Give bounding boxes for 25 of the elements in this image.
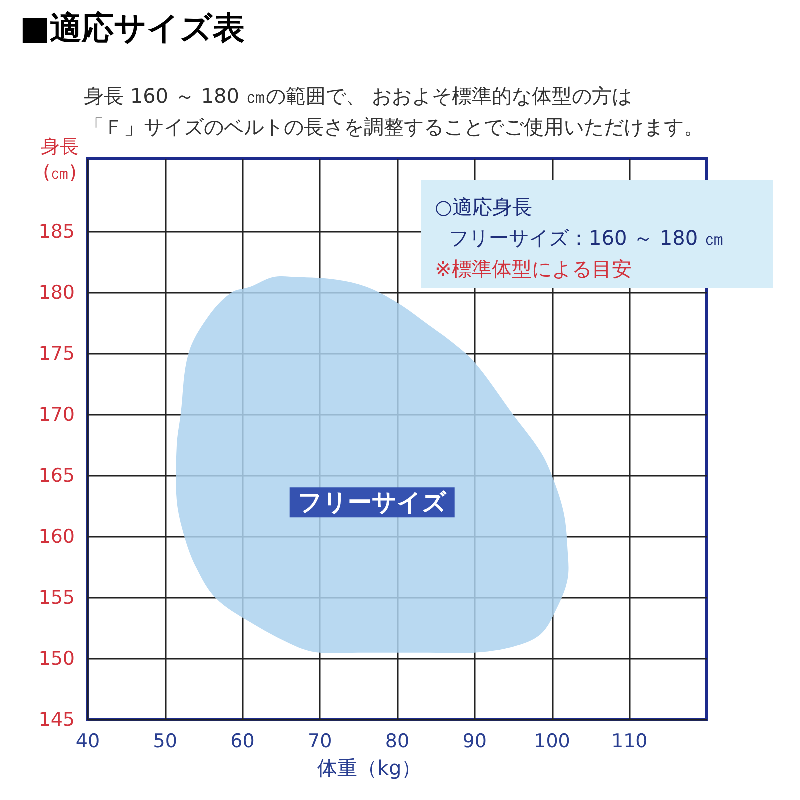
y-tick-label: 175 (38, 343, 75, 366)
y-tick-label: 145 (38, 709, 75, 731)
y-tick-label: 150 (38, 648, 75, 670)
x-tick-label: 110 (611, 730, 648, 752)
y-tick-label: 165 (38, 465, 75, 488)
x-tick-label: 100 (534, 730, 570, 752)
x-tick-label: 50 (153, 730, 178, 752)
x-tick-label: 60 (230, 730, 255, 752)
x-tick-label: 40 (76, 730, 100, 752)
y-tick-label: 160 (38, 526, 75, 548)
annotation: フリーサイズ：160 ～ 180 ㎝ (448, 225, 726, 252)
series-label: フリーサイズ (298, 488, 447, 517)
x-tick-label: 70 (308, 730, 332, 752)
y-tick-label: 170 (38, 404, 75, 426)
annotation: ※標準体型による目安 (435, 256, 633, 283)
y-tick-label: 185 (38, 221, 75, 244)
chart-subtitle: 身長 160 ～ 180 ㎝の範囲で、 おおよそ標準的な体型の方は「Ｆ」サイズのベルトの長さを調整することでご使用いただけます。 (84, 83, 704, 141)
chart-title: ■適応サイズ表 (20, 8, 246, 49)
x-axis-title: 体重（kg） (317, 756, 422, 780)
y-axis-title: 身長(㎝) (40, 135, 80, 186)
y-tick-label: 155 (38, 587, 75, 610)
annotation: ○適応身長 (435, 194, 534, 221)
x-tick-label: 80 (385, 730, 410, 752)
y-tick-label: 180 (38, 282, 75, 304)
x-tick-label: 90 (462, 730, 487, 752)
